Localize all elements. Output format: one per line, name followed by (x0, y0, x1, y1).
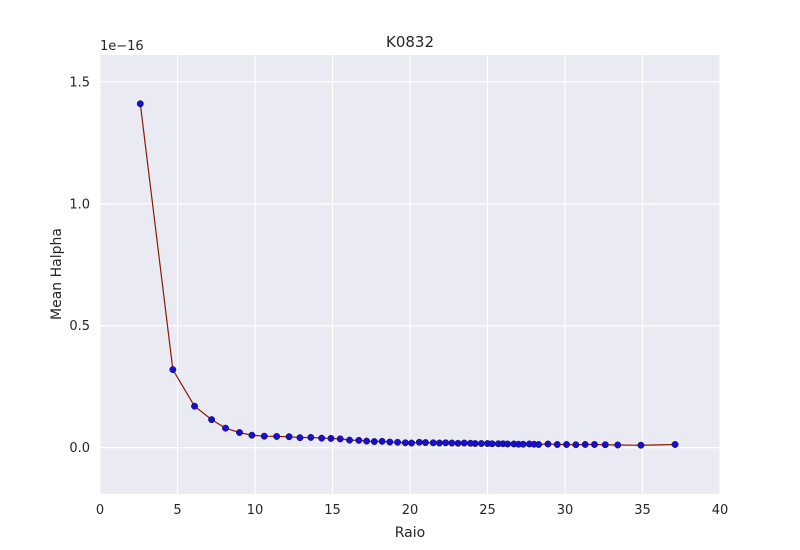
data-point (208, 416, 216, 424)
data-point (386, 438, 394, 446)
data-point (601, 441, 609, 449)
chart-title: K0832 (386, 33, 434, 51)
data-point (544, 440, 552, 448)
data-point (535, 441, 543, 448)
y-tick-label: 0.5 (69, 319, 90, 334)
data-point (248, 431, 256, 439)
data-point (346, 436, 353, 444)
x-tick-label: 5 (173, 503, 181, 518)
x-tick-label: 40 (712, 503, 729, 518)
x-tick-label: 25 (479, 503, 496, 518)
data-point (591, 441, 598, 448)
data-point (488, 440, 496, 448)
data-point (671, 441, 679, 448)
x-axis-label: Raio (395, 525, 425, 541)
data-point (273, 432, 281, 440)
x-tick-label: 35 (634, 503, 651, 518)
data-point (477, 440, 485, 447)
data-point (285, 433, 293, 441)
data-point (236, 429, 243, 436)
data-point (355, 436, 363, 444)
y-axis-label: Mean Halpha (49, 228, 65, 320)
data-point (454, 439, 462, 447)
data-point (136, 100, 144, 108)
x-tick-label: 30 (557, 503, 574, 518)
data-point (296, 434, 304, 442)
series-layer (136, 100, 679, 449)
data-point (563, 441, 570, 448)
data-point (191, 402, 199, 410)
y-tick-label: 1.0 (69, 197, 90, 212)
data-point (637, 441, 645, 449)
data-point (336, 435, 344, 443)
data-point (260, 432, 268, 440)
x-tick-label: 0 (96, 503, 104, 518)
x-tick-label: 10 (247, 503, 264, 518)
y-tick-labels: 0.0 0.5 1.0 1.5 (69, 75, 90, 456)
data-point (408, 439, 415, 447)
data-point (436, 439, 443, 447)
data-point (318, 434, 326, 442)
data-point (307, 433, 315, 441)
data-point (378, 437, 386, 445)
data-point (460, 439, 468, 447)
data-point (553, 441, 561, 448)
data-point (572, 441, 580, 449)
y-tick-label: 0.0 (69, 441, 90, 456)
y-offset-text: 1e−16 (100, 39, 144, 54)
data-point (471, 440, 479, 447)
data-point (415, 438, 423, 446)
x-tick-labels: 0 5 10 15 20 25 30 35 40 (96, 503, 728, 518)
data-point (429, 439, 437, 447)
data-point (504, 440, 512, 448)
data-point (581, 441, 589, 448)
data-point (169, 366, 177, 374)
data-point (614, 441, 622, 449)
data-point (519, 440, 527, 448)
x-tick-label: 20 (402, 503, 419, 518)
data-point (394, 438, 402, 446)
x-tick-label: 15 (324, 503, 341, 518)
data-point (442, 439, 450, 447)
data-point (222, 424, 230, 432)
y-tick-label: 1.5 (69, 75, 90, 90)
data-point (327, 434, 335, 442)
data-point (401, 439, 409, 447)
data-point (363, 437, 371, 445)
data-point (422, 439, 429, 446)
data-point (370, 438, 378, 446)
data-point (448, 439, 456, 447)
